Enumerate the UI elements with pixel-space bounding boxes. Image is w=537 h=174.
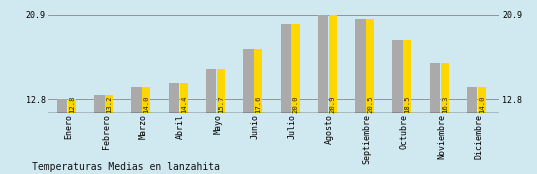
Text: 18.5: 18.5: [404, 95, 410, 113]
Text: 13.2: 13.2: [106, 95, 112, 113]
Text: 20.0: 20.0: [293, 95, 299, 113]
Text: 14.0: 14.0: [143, 95, 149, 113]
Bar: [179, 83, 188, 113]
Bar: [430, 63, 440, 113]
Text: 20.9: 20.9: [330, 95, 336, 113]
Text: 17.6: 17.6: [255, 95, 261, 113]
Bar: [403, 40, 411, 113]
Text: 14.0: 14.0: [479, 95, 485, 113]
Bar: [94, 95, 105, 113]
Text: 14.4: 14.4: [180, 95, 187, 113]
Bar: [440, 63, 449, 113]
Bar: [467, 87, 477, 113]
Bar: [243, 49, 254, 113]
Bar: [57, 100, 67, 113]
Bar: [105, 95, 113, 113]
Text: 16.3: 16.3: [441, 95, 448, 113]
Bar: [132, 87, 142, 113]
Bar: [318, 15, 328, 113]
Text: 20.5: 20.5: [367, 95, 373, 113]
Bar: [68, 100, 76, 113]
Bar: [366, 19, 374, 113]
Text: 12.8: 12.8: [69, 95, 75, 113]
Bar: [254, 49, 262, 113]
Text: 15.7: 15.7: [218, 95, 224, 113]
Bar: [142, 87, 150, 113]
Bar: [217, 69, 225, 113]
Bar: [478, 87, 486, 113]
Bar: [355, 19, 366, 113]
Text: Temperaturas Medias en lanzahita: Temperaturas Medias en lanzahita: [32, 162, 220, 172]
Bar: [329, 15, 337, 113]
Bar: [206, 69, 216, 113]
Bar: [393, 40, 403, 113]
Bar: [169, 83, 179, 113]
Bar: [280, 24, 291, 113]
Bar: [292, 24, 300, 113]
